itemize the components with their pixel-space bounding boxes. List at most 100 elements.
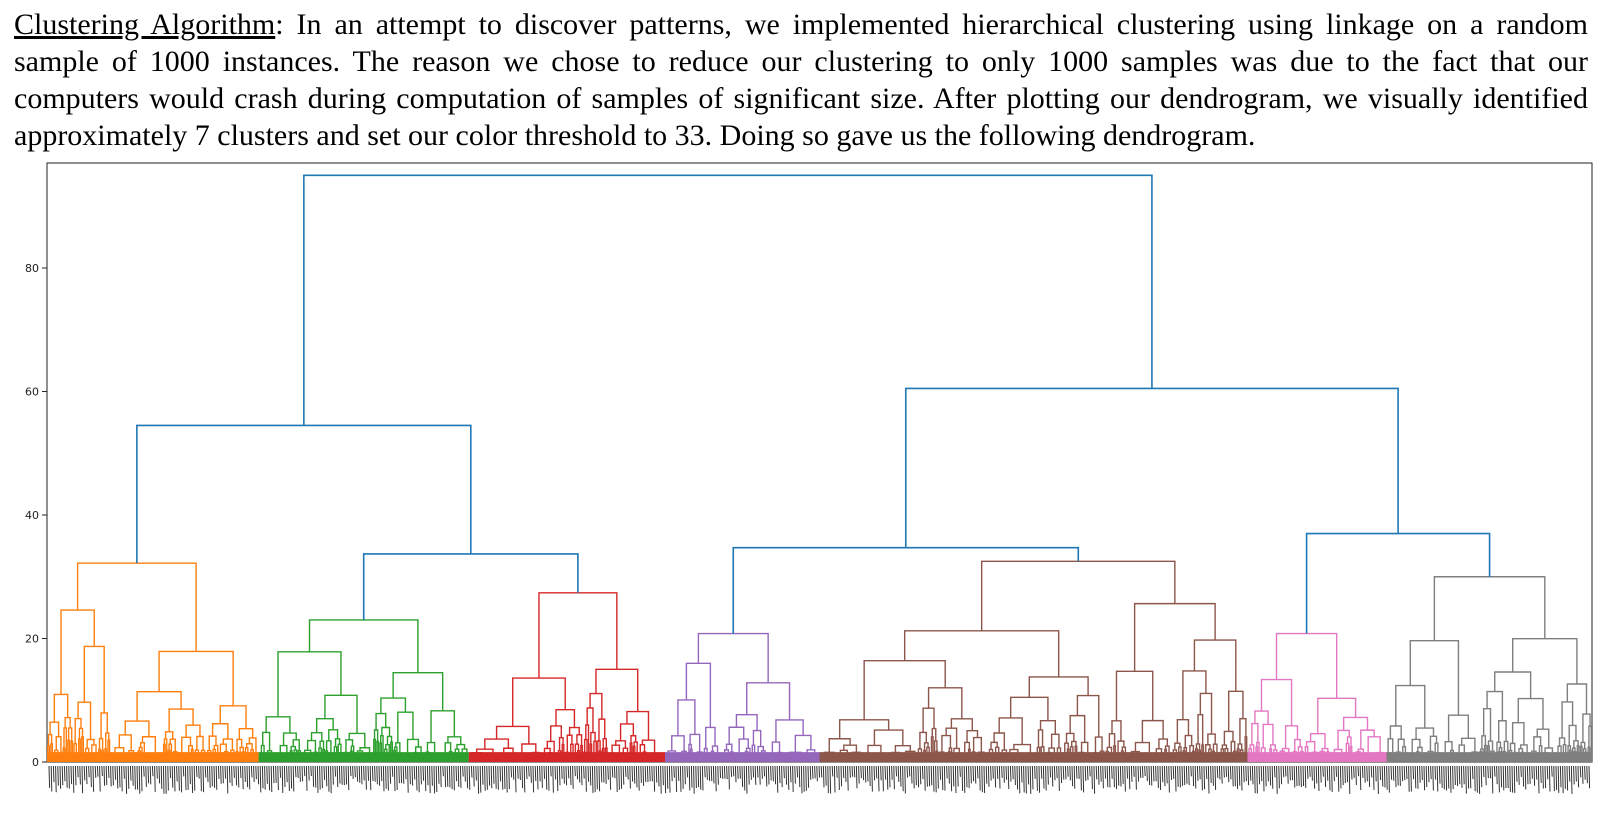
x-tick-label-mark <box>642 765 645 786</box>
cluster-link <box>67 727 73 742</box>
x-tick-label-mark <box>242 765 244 790</box>
cluster-link <box>1429 735 1438 752</box>
cluster-link <box>1134 741 1151 754</box>
x-tick-label-mark <box>880 765 882 781</box>
cluster-link <box>1239 717 1247 745</box>
cluster-link <box>1117 740 1125 755</box>
x-tick-label-mark <box>1001 765 1003 778</box>
cluster-link <box>933 740 938 762</box>
x-tick-label-mark <box>294 765 297 778</box>
cluster-link <box>98 737 104 751</box>
x-tick-label-mark <box>481 765 484 785</box>
x-tick-label-mark <box>1529 765 1531 784</box>
x-tick-label-mark <box>1548 765 1551 792</box>
x-tick-label-mark <box>970 765 972 784</box>
x-tick-label-mark <box>954 765 957 794</box>
x-tick-label-mark <box>1542 765 1544 789</box>
x-tick-label-mark <box>162 765 165 794</box>
x-tick-label-mark <box>640 765 642 783</box>
x-tick-label-mark <box>1210 765 1212 783</box>
x-tick-label-mark <box>781 765 783 788</box>
cluster-1-top-link <box>76 562 197 652</box>
x-tick-label-mark <box>1240 765 1243 791</box>
x-tick-label-mark <box>957 765 959 787</box>
x-tick-label-mark <box>248 765 251 790</box>
x-tick-label-mark <box>1012 765 1014 780</box>
x-tick-label-mark <box>741 765 744 788</box>
x-tick-label-mark <box>1229 765 1232 780</box>
cluster-link <box>63 727 68 762</box>
cluster-link <box>1321 747 1329 752</box>
x-tick-label-mark <box>308 765 310 781</box>
x-tick-label-mark <box>330 765 332 794</box>
cluster-link <box>602 737 607 749</box>
x-tick-label-mark <box>1051 765 1054 787</box>
cluster-link <box>168 708 194 732</box>
x-tick-label-mark <box>976 765 979 779</box>
x-tick-label-mark <box>1093 765 1096 794</box>
cluster-link <box>406 738 420 754</box>
x-tick-label-mark <box>85 765 88 785</box>
x-tick-label-mark <box>453 765 455 791</box>
x-tick-label-mark <box>182 765 185 777</box>
x-tick-label-mark <box>1485 765 1487 786</box>
x-tick-label-mark <box>1575 765 1577 782</box>
x-tick-label-mark <box>1034 765 1036 779</box>
x-tick-label-mark <box>189 765 191 785</box>
cluster-link <box>390 741 394 762</box>
x-tick-label-mark <box>63 765 66 782</box>
x-tick-label-mark <box>297 765 299 778</box>
cluster-link <box>211 723 229 740</box>
x-tick-label-mark <box>204 765 207 778</box>
x-tick-label-mark <box>1038 765 1041 793</box>
x-tick-label-mark <box>1289 765 1291 781</box>
cluster-link <box>53 693 69 723</box>
x-tick-label-mark <box>1100 765 1102 782</box>
x-tick-label-mark <box>583 765 585 779</box>
cluster-link <box>1037 729 1044 748</box>
x-tick-label-mark <box>312 765 315 787</box>
x-tick-label-mark <box>486 765 488 790</box>
x-tick-label-mark <box>1588 765 1591 789</box>
x-tick-label-mark <box>673 765 675 778</box>
x-tick-label-mark <box>1117 765 1120 786</box>
cluster-link <box>1212 743 1218 754</box>
cluster-link <box>375 712 387 730</box>
x-tick-label-mark <box>897 765 900 782</box>
x-tick-label-mark <box>1056 765 1058 779</box>
cluster-5-leaves <box>819 752 1248 762</box>
x-tick-label-mark <box>578 765 581 783</box>
x-tick-label-mark <box>459 765 462 788</box>
x-tick-label-mark <box>952 765 955 787</box>
cluster-link <box>164 731 174 740</box>
cluster-link <box>972 736 983 753</box>
cluster-link <box>1158 738 1169 749</box>
x-tick-label-mark <box>475 765 477 781</box>
x-tick-label-mark <box>1053 765 1056 781</box>
x-tick-label-mark <box>1069 765 1071 781</box>
cluster-link <box>70 740 74 762</box>
x-tick-label-mark <box>424 765 427 792</box>
cluster-link <box>319 740 325 750</box>
cluster-link <box>1397 738 1405 753</box>
x-tick-label-mark <box>950 765 953 792</box>
x-tick-label-mark <box>380 765 383 782</box>
cluster-2-top-link <box>308 619 419 673</box>
x-tick-label-mark <box>684 765 686 785</box>
x-tick-label-mark <box>917 765 920 788</box>
cluster-link <box>671 735 685 752</box>
x-tick-label-mark <box>426 765 429 786</box>
x-tick-label-mark <box>1249 765 1252 781</box>
x-tick-label-mark <box>1577 765 1580 788</box>
x-tick-label-mark <box>103 765 106 786</box>
cluster-link <box>447 736 462 745</box>
x-tick-label-mark <box>68 765 70 789</box>
cluster-link <box>1533 736 1542 752</box>
x-tick-label-mark <box>114 765 117 780</box>
x-tick-label-mark <box>1049 765 1052 778</box>
cluster-link <box>91 744 97 754</box>
cluster-link <box>1337 729 1350 750</box>
x-tick-label-mark <box>902 765 904 792</box>
x-tick-label-mark <box>464 765 466 782</box>
x-tick-label-mark <box>101 765 103 777</box>
